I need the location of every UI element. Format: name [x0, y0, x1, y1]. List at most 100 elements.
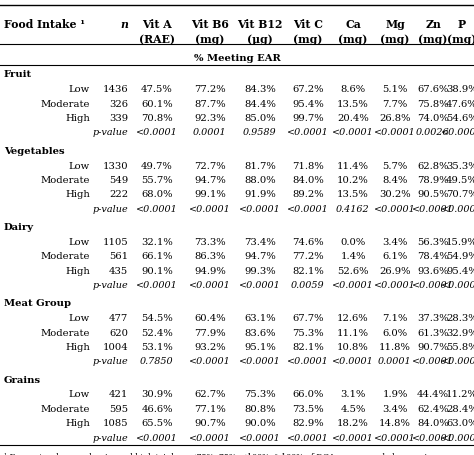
Text: 1436: 1436 [102, 85, 128, 94]
Text: 73.5%: 73.5% [292, 404, 324, 413]
Text: 77.2%: 77.2% [292, 252, 324, 261]
Text: 47.5%: 47.5% [141, 85, 173, 94]
Text: <0.0001: <0.0001 [374, 433, 416, 441]
Text: 93.2%: 93.2% [194, 342, 226, 351]
Text: 52.6%: 52.6% [337, 266, 369, 275]
Text: 15.9%: 15.9% [446, 238, 474, 247]
Text: Vit B6: Vit B6 [191, 19, 229, 30]
Text: Zn: Zn [425, 19, 441, 30]
Text: Mg: Mg [385, 19, 405, 30]
Text: (mg): (mg) [195, 35, 225, 46]
Text: 80.8%: 80.8% [244, 404, 276, 413]
Text: 99.7%: 99.7% [292, 114, 324, 123]
Text: <0.0001: <0.0001 [136, 128, 178, 137]
Text: 84.0%: 84.0% [417, 418, 449, 427]
Text: 87.7%: 87.7% [194, 100, 226, 108]
Text: p-value: p-value [93, 433, 129, 441]
Text: 561: 561 [109, 252, 128, 261]
Text: 99.3%: 99.3% [244, 266, 276, 275]
Text: 60.1%: 60.1% [141, 100, 173, 108]
Text: 90.5%: 90.5% [417, 190, 449, 199]
Text: (mg): (mg) [419, 35, 447, 46]
Text: (mg): (mg) [293, 35, 323, 46]
Text: 90.0%: 90.0% [244, 418, 276, 427]
Text: 46.6%: 46.6% [141, 404, 173, 413]
Text: High: High [65, 114, 90, 123]
Text: 91.9%: 91.9% [244, 190, 276, 199]
Text: 90.7%: 90.7% [417, 342, 449, 351]
Text: p-value: p-value [93, 204, 129, 213]
Text: 71.8%: 71.8% [292, 161, 324, 170]
Text: p-value: p-value [93, 128, 129, 137]
Text: 6.0%: 6.0% [383, 328, 408, 337]
Text: <0.0001: <0.0001 [136, 433, 178, 441]
Text: 55.8%: 55.8% [446, 342, 474, 351]
Text: <0.0001: <0.0001 [441, 204, 474, 213]
Text: 99.1%: 99.1% [194, 190, 226, 199]
Text: 38.9%: 38.9% [446, 85, 474, 94]
Text: 77.2%: 77.2% [194, 85, 226, 94]
Text: <0.0001: <0.0001 [441, 128, 474, 137]
Text: 18.2%: 18.2% [337, 418, 369, 427]
Text: 477: 477 [109, 313, 128, 323]
Text: 435: 435 [109, 266, 128, 275]
Text: 28.3%: 28.3% [446, 313, 474, 323]
Text: 66.1%: 66.1% [141, 252, 173, 261]
Text: Food Intake ¹: Food Intake ¹ [4, 19, 85, 30]
Text: 67.7%: 67.7% [292, 313, 324, 323]
Text: 54.9%: 54.9% [446, 252, 474, 261]
Text: 90.1%: 90.1% [141, 266, 173, 275]
Text: (RAE): (RAE) [139, 35, 175, 46]
Text: <0.0001: <0.0001 [441, 280, 474, 289]
Text: 0.0059: 0.0059 [291, 280, 325, 289]
Text: n: n [120, 19, 128, 30]
Text: 13.5%: 13.5% [337, 100, 369, 108]
Text: 595: 595 [109, 404, 128, 413]
Text: Low: Low [69, 238, 90, 247]
Text: 14.8%: 14.8% [379, 418, 411, 427]
Text: 67.6%: 67.6% [417, 85, 449, 94]
Text: 60.4%: 60.4% [194, 313, 226, 323]
Text: 74.0%: 74.0% [417, 114, 449, 123]
Text: 49.5%: 49.5% [446, 176, 474, 185]
Text: 0.0026: 0.0026 [416, 128, 450, 137]
Text: 0.0001: 0.0001 [193, 128, 227, 137]
Text: 3.4%: 3.4% [383, 404, 408, 413]
Text: 4.5%: 4.5% [340, 404, 365, 413]
Text: Grains: Grains [4, 375, 41, 384]
Text: Vegetables: Vegetables [4, 147, 64, 156]
Text: 10.8%: 10.8% [337, 342, 369, 351]
Text: p-value: p-value [93, 280, 129, 289]
Text: <0.0001: <0.0001 [287, 433, 329, 441]
Text: (mg): (mg) [380, 35, 410, 46]
Text: <0.0001: <0.0001 [412, 280, 454, 289]
Text: 32.1%: 32.1% [141, 238, 173, 247]
Text: 421: 421 [109, 389, 128, 399]
Text: <0.0001: <0.0001 [412, 204, 454, 213]
Text: 73.3%: 73.3% [194, 238, 226, 247]
Text: 56.3%: 56.3% [417, 238, 449, 247]
Text: 11.1%: 11.1% [337, 328, 369, 337]
Text: <0.0001: <0.0001 [189, 356, 231, 365]
Text: 62.7%: 62.7% [194, 389, 226, 399]
Text: 90.7%: 90.7% [194, 418, 226, 427]
Text: 70.8%: 70.8% [141, 114, 173, 123]
Text: Fruit: Fruit [4, 71, 32, 79]
Text: p-value: p-value [93, 356, 129, 365]
Text: 86.3%: 86.3% [194, 252, 226, 261]
Text: (mg): (mg) [338, 35, 368, 46]
Text: Dairy: Dairy [4, 222, 34, 232]
Text: 49.7%: 49.7% [141, 161, 173, 170]
Text: 35.3%: 35.3% [446, 161, 474, 170]
Text: Ca: Ca [345, 19, 361, 30]
Text: 8.4%: 8.4% [383, 176, 408, 185]
Text: 7.1%: 7.1% [383, 313, 408, 323]
Text: 26.8%: 26.8% [379, 114, 411, 123]
Text: 84.3%: 84.3% [244, 85, 276, 94]
Text: Low: Low [69, 389, 90, 399]
Text: Vit B12: Vit B12 [237, 19, 283, 30]
Text: Low: Low [69, 85, 90, 94]
Text: <0.0001: <0.0001 [136, 280, 178, 289]
Text: 67.2%: 67.2% [292, 85, 324, 94]
Text: 47.6%: 47.6% [446, 100, 474, 108]
